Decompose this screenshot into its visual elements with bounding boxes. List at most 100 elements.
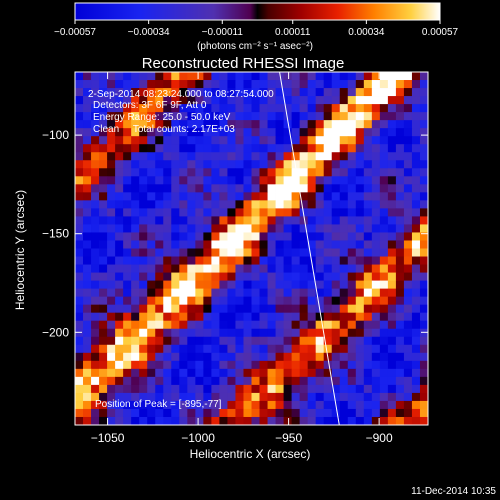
heatmap-cell — [387, 248, 397, 257]
annotation-clean-counts: Clean Total counts: 2.17E+03 — [93, 124, 235, 135]
heatmap-cell — [203, 208, 212, 217]
heatmap-cell — [171, 136, 180, 145]
heatmap-cell — [411, 248, 421, 257]
heatmap-cell — [99, 112, 108, 121]
heatmap-cell — [235, 288, 244, 298]
heatmap-cell — [395, 296, 405, 306]
heatmap-cell — [195, 408, 204, 418]
heatmap-cell — [339, 304, 349, 314]
heatmap-cell — [107, 344, 116, 354]
heatmap-cell — [83, 280, 92, 290]
heatmap-cell — [267, 416, 276, 426]
heatmap-cell — [275, 352, 284, 362]
heatmap-cell — [403, 248, 413, 257]
annotation-peak-position: Position of Peak = [-895,-77] — [95, 399, 222, 410]
heatmap-cell — [387, 352, 397, 362]
heatmap-cell — [291, 416, 301, 426]
heatmap-cell — [411, 408, 421, 418]
heatmap-cell — [387, 392, 397, 402]
heatmap-cell — [115, 344, 124, 354]
heatmap-cell — [387, 72, 397, 81]
heatmap-cell — [323, 168, 333, 177]
heatmap-cell — [347, 88, 357, 97]
heatmap-cell — [179, 136, 188, 145]
heatmap-cell — [211, 408, 220, 418]
heatmap-cell — [147, 400, 156, 410]
heatmap-cell — [259, 320, 268, 330]
heatmap-cell — [403, 416, 413, 426]
heatmap-cell — [363, 392, 373, 402]
heatmap-cell — [267, 208, 276, 217]
heatmap-cell — [179, 384, 188, 394]
heatmap-cell — [323, 128, 333, 137]
heatmap-cell — [91, 136, 100, 145]
heatmap-cell — [347, 200, 357, 209]
heatmap-cell — [395, 384, 405, 394]
heatmap-cell — [395, 128, 405, 137]
heatmap-cell — [307, 88, 317, 97]
heatmap-cell — [235, 344, 244, 354]
heatmap-cell — [259, 368, 268, 378]
heatmap-cell — [403, 320, 413, 330]
heatmap-cell — [259, 216, 268, 225]
heatmap-cell — [275, 264, 284, 273]
heatmap-cell — [379, 320, 389, 330]
annotation-time-range: 2-Sep-2014 08:23:24.000 to 08:27:54.000 — [88, 89, 274, 100]
heatmap-cell — [355, 96, 365, 105]
heatmap-cell — [243, 144, 252, 153]
heatmap-cell — [243, 168, 252, 177]
heatmap-cell — [259, 208, 268, 217]
heatmap-cell — [227, 144, 236, 153]
heatmap-cell — [395, 80, 405, 89]
heatmap-cell — [291, 144, 301, 153]
heatmap-cell — [411, 72, 421, 81]
heatmap-cell — [123, 248, 132, 257]
heatmap-cell — [171, 240, 180, 249]
heatmap-cell — [267, 288, 276, 298]
heatmap-cell — [339, 240, 349, 249]
heatmap-cell — [75, 376, 84, 386]
heatmap-cell — [227, 336, 236, 346]
heatmap-cell — [291, 320, 301, 330]
colorbar-unit-label: (photons cm⁻² s⁻¹ asec⁻²) — [197, 41, 313, 52]
heatmap-cell — [259, 144, 268, 153]
heatmap-cell — [251, 408, 260, 418]
heatmap-cell — [403, 216, 413, 225]
heatmap-cell — [155, 312, 164, 322]
heatmap-cell — [363, 200, 373, 209]
heatmap-cell — [139, 320, 148, 330]
heatmap-cell — [91, 352, 100, 362]
heatmap-cell — [163, 408, 172, 418]
heatmap-cell — [163, 352, 172, 362]
heatmap-cell — [243, 256, 252, 265]
heatmap-cell — [339, 184, 349, 193]
heatmap-cell — [203, 112, 212, 121]
heatmap-cell — [147, 368, 156, 378]
heatmap-cell — [299, 328, 309, 338]
heatmap-cell — [203, 160, 212, 169]
heatmap-cell — [163, 176, 172, 185]
heatmap-cell — [283, 264, 293, 273]
heatmap-cell — [107, 88, 116, 97]
heatmap-cell — [331, 256, 341, 265]
heatmap-cell — [323, 320, 333, 330]
heatmap-cell — [363, 168, 373, 177]
heatmap-cell — [163, 336, 172, 346]
heatmap-cell — [203, 416, 212, 426]
heatmap-cell — [179, 352, 188, 362]
heatmap-cell — [91, 208, 100, 217]
heatmap-cell — [371, 176, 381, 185]
heatmap-cell — [315, 296, 325, 306]
heatmap-cell — [131, 168, 140, 177]
heatmap-cell — [211, 336, 220, 346]
heatmap-cell — [139, 344, 148, 354]
heatmap-cell — [91, 280, 100, 290]
heatmap-cell — [291, 272, 301, 281]
heatmap-cell — [139, 392, 148, 402]
heatmap-cell — [371, 376, 381, 386]
heatmap-cell — [99, 80, 108, 89]
heatmap-cell — [75, 88, 84, 97]
heatmap-cell — [419, 352, 429, 362]
heatmap-cell — [131, 240, 140, 249]
heatmap-cell — [115, 104, 124, 113]
